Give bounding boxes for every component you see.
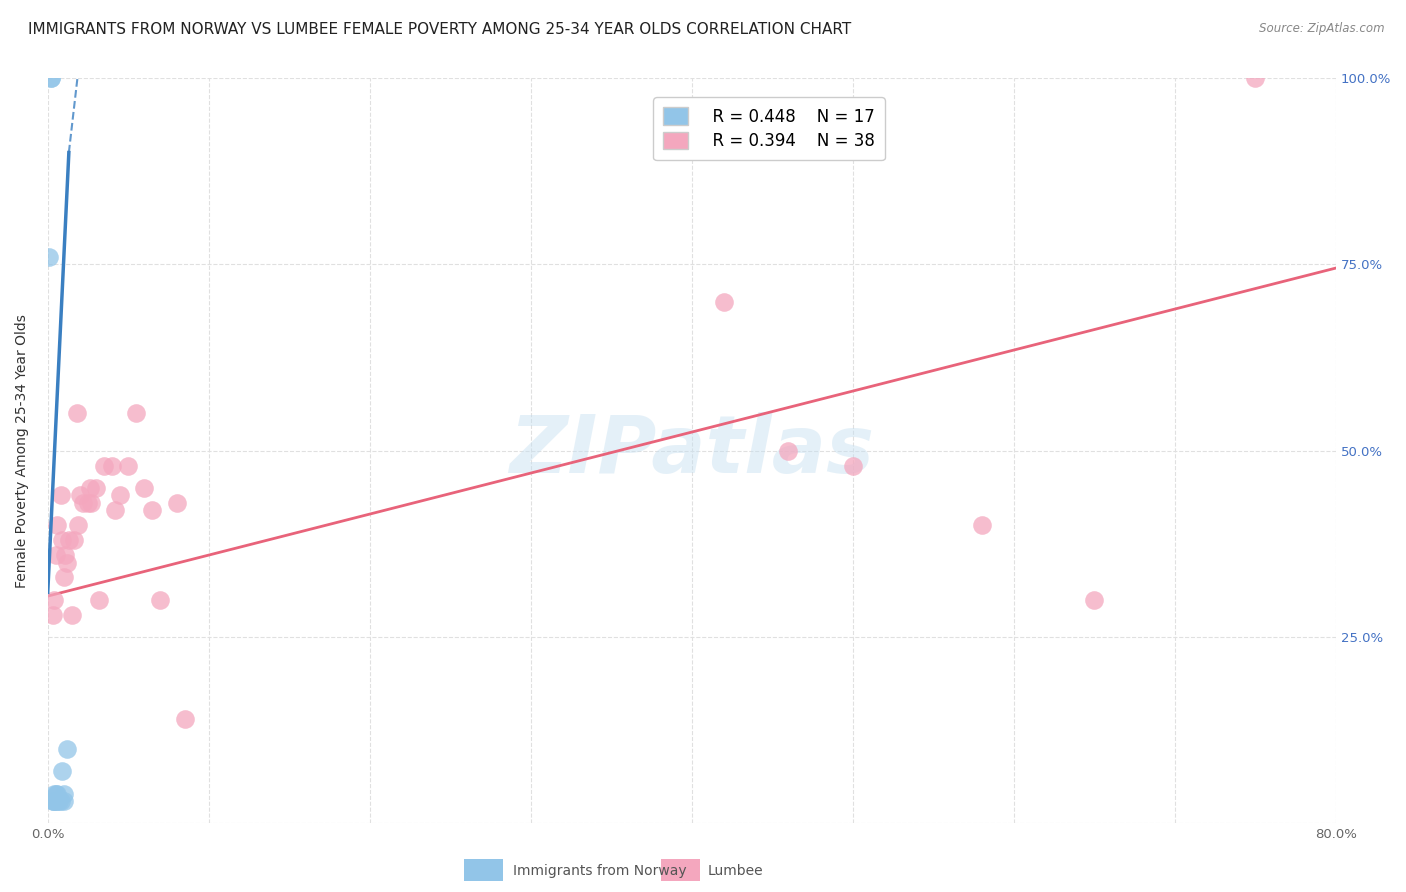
Point xyxy=(89,592,111,607)
Point xyxy=(51,764,73,779)
Point xyxy=(39,70,62,85)
Point xyxy=(46,794,69,808)
Point xyxy=(62,533,84,548)
Point xyxy=(79,481,101,495)
Text: Lumbee: Lumbee xyxy=(707,863,763,878)
Point xyxy=(80,496,103,510)
Point xyxy=(45,787,67,801)
Point xyxy=(66,407,89,421)
Point xyxy=(58,533,80,548)
Point xyxy=(149,592,172,607)
Point xyxy=(44,794,66,808)
Point xyxy=(67,518,90,533)
Point xyxy=(39,70,62,85)
Point xyxy=(45,794,67,808)
Point xyxy=(713,294,735,309)
Point xyxy=(134,481,156,495)
Point xyxy=(108,488,131,502)
Text: IMMIGRANTS FROM NORWAY VS LUMBEE FEMALE POVERTY AMONG 25-34 YEAR OLDS CORRELATIO: IMMIGRANTS FROM NORWAY VS LUMBEE FEMALE … xyxy=(28,22,852,37)
Text: ZIPatlas: ZIPatlas xyxy=(509,412,875,490)
Point xyxy=(778,443,800,458)
Point xyxy=(46,787,69,801)
Point xyxy=(125,407,148,421)
Point xyxy=(101,458,124,473)
Point xyxy=(166,496,188,510)
Point xyxy=(970,518,993,533)
Point xyxy=(77,496,100,510)
Point xyxy=(117,458,139,473)
Point xyxy=(842,458,865,473)
Y-axis label: Female Poverty Among 25-34 Year Olds: Female Poverty Among 25-34 Year Olds xyxy=(15,314,30,588)
Point xyxy=(52,570,75,584)
Point xyxy=(48,794,70,808)
Point xyxy=(52,787,75,801)
Point xyxy=(51,533,73,548)
Point xyxy=(56,556,79,570)
Point xyxy=(104,503,127,517)
Point xyxy=(41,794,63,808)
Point xyxy=(55,548,77,562)
Point xyxy=(56,742,79,756)
Point xyxy=(1083,592,1105,607)
Point xyxy=(69,488,91,502)
Point xyxy=(93,458,115,473)
Point xyxy=(49,794,72,808)
Point xyxy=(141,503,163,517)
Legend:   R = 0.448    N = 17,   R = 0.394    N = 38: R = 0.448 N = 17, R = 0.394 N = 38 xyxy=(654,97,884,161)
Point xyxy=(44,787,66,801)
Point xyxy=(41,794,63,808)
Point xyxy=(38,250,60,264)
Point xyxy=(72,496,94,510)
Point xyxy=(60,607,83,622)
Point xyxy=(49,488,72,502)
Point xyxy=(44,592,66,607)
Point xyxy=(46,518,69,533)
Point xyxy=(52,794,75,808)
Point xyxy=(173,712,195,726)
Point xyxy=(41,607,63,622)
Text: Immigrants from Norway: Immigrants from Norway xyxy=(513,863,686,878)
Point xyxy=(45,548,67,562)
Point xyxy=(1244,70,1267,85)
Point xyxy=(84,481,107,495)
Text: Source: ZipAtlas.com: Source: ZipAtlas.com xyxy=(1260,22,1385,36)
